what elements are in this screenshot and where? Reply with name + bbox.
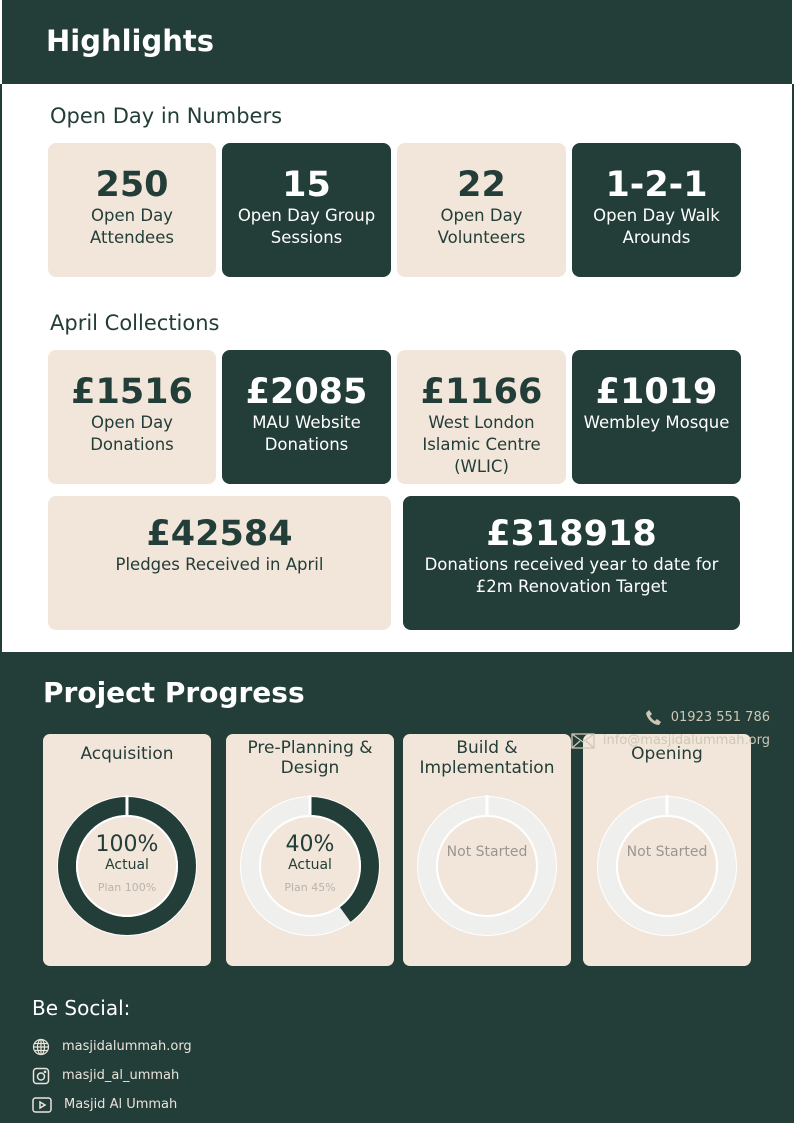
stat-label: Open Day Volunteers [437,206,526,247]
phone-icon [645,709,661,725]
stat-value: £1516 [71,372,193,412]
stat-label: West London Islamic Centre (WLIC) [422,413,541,476]
mail-icon [571,732,595,749]
actual-label: Actual [288,857,332,873]
progress-card: Pre-Planning & Design 40% Actual Plan 45% [226,734,394,966]
progress-donut [57,795,197,936]
header: Highlights [2,0,792,84]
stat-label: Open Day Donations [90,413,174,454]
social-links: Be Social: masjidalummah.org masjid_al_u… [32,996,192,1119]
stat-value: £318918 [486,514,657,554]
section-title: Project Progress [43,676,305,709]
stat-value: 1-2-1 [605,165,708,205]
progress-donut [597,795,737,936]
section-title: Open Day in Numbers [50,104,283,128]
stat-label: Pledges Received in April [115,555,324,574]
plan-percent: Plan 100% [97,881,157,894]
stage-title: Build & Implementation [419,738,555,778]
contact-info: 01923 551 786 info@masjidalummah.org [571,706,770,752]
stat-card: 250 Open Day Attendees [48,143,216,277]
stat-value: £2085 [245,372,368,412]
progress-card: Build & Implementation Not Started [403,734,571,966]
section-title: April Collections [50,311,220,335]
email-link[interactable]: info@masjidalummah.org [571,729,770,752]
stat-value: 22 [457,165,506,205]
stat-label: MAU Website Donations [252,413,361,454]
project-progress-section: Project Progress Acquisition 100% Actual P… [0,652,794,1123]
stat-card: 15 Open Day Group Sessions [222,143,391,277]
instagram-icon [32,1067,50,1084]
progress-donut [417,795,557,936]
stat-value: £1166 [420,372,543,412]
actual-percent: 100% [95,832,159,857]
stage-title: Acquisition [80,744,174,764]
stage-title: Pre-Planning & Design [247,738,373,778]
stat-card: £1516 Open Day Donations [48,350,216,484]
stat-label: Donations received year to date for £2m … [424,555,719,596]
social-instagram[interactable]: masjid_al_ummah [32,1061,192,1090]
stat-value: £1019 [595,372,718,412]
actual-label: Actual [105,857,149,873]
page-title: Highlights [46,24,215,58]
stat-card: £1019 Wembley Mosque [572,350,741,484]
stat-card: 1-2-1 Open Day Walk Arounds [572,143,741,277]
phone-link[interactable]: 01923 551 786 [571,706,770,729]
stat-label: Open Day Group Sessions [237,206,376,247]
stat-value: 15 [282,165,331,205]
progress-card: Opening Not Started [583,734,751,966]
actual-percent: 40% [285,832,335,857]
youtube-icon [32,1096,52,1113]
stat-card: £2085 MAU Website Donations [222,350,391,484]
status-text: Not Started [626,844,708,860]
progress-donut [240,795,380,936]
stat-card: £1166 West London Islamic Centre (WLIC) [397,350,566,484]
stage-title: Opening [631,744,703,764]
highlights-section [0,84,794,652]
stat-card: 22 Open Day Volunteers [397,143,566,277]
globe-icon [32,1038,50,1055]
plan-percent: Plan 45% [284,881,336,894]
stat-card: £318918 Donations received year to date f… [403,496,740,630]
stat-value: £42584 [146,514,293,554]
stat-value: 250 [95,165,169,205]
status-text: Not Started [446,844,528,860]
progress-card: Acquisition 100% Actual Plan 100% [43,734,211,966]
social-website[interactable]: masjidalummah.org [32,1032,192,1061]
stat-card: £42584 Pledges Received in April [48,496,391,630]
stat-label: Open Day Walk Arounds [593,206,720,247]
stat-label: Wembley Mosque [583,413,730,432]
social-title: Be Social: [32,996,131,1020]
social-youtube[interactable]: Masjid Al Ummah [32,1090,192,1119]
stat-label: Open Day Attendees [90,206,174,247]
